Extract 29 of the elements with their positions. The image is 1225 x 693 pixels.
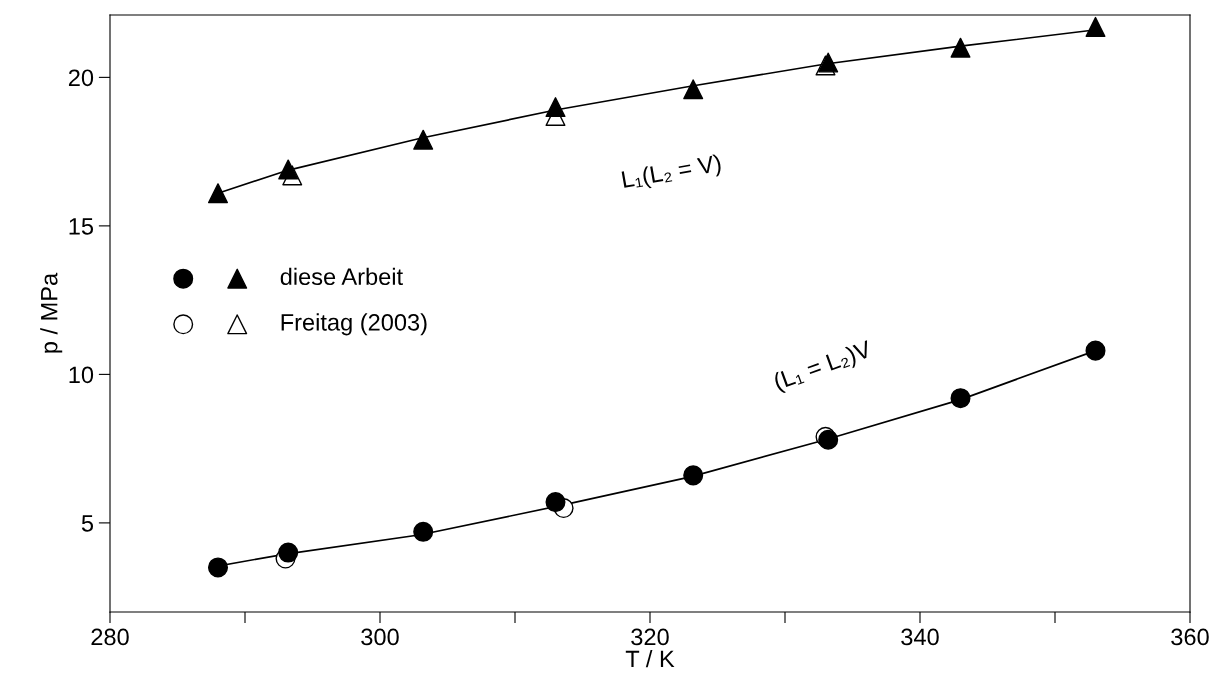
point <box>1085 16 1106 37</box>
x-tick-label: 280 <box>91 628 129 646</box>
x-tick-label: 340 <box>901 628 939 646</box>
point <box>683 465 704 486</box>
point <box>545 97 566 118</box>
point <box>278 159 299 180</box>
point <box>950 37 971 58</box>
x-tick-label: 360 <box>1171 628 1209 646</box>
point <box>413 521 434 542</box>
annotation: (L₁ = L₂)V <box>772 339 875 395</box>
point <box>1085 340 1106 361</box>
point <box>413 129 434 150</box>
x-tick-label: 300 <box>361 628 399 646</box>
y-tick-label: 20 <box>68 69 94 87</box>
y-tick-label: 5 <box>81 515 94 532</box>
point <box>683 79 704 100</box>
annotation: L₁(L₂ = V) <box>621 153 723 193</box>
x-tick-label: 320 <box>631 628 669 646</box>
point <box>207 183 229 204</box>
point <box>278 542 299 563</box>
legend-label: diese Arbeit <box>280 267 403 286</box>
y-tick-label: 10 <box>69 366 94 384</box>
y-tick-label: 15 <box>69 218 94 235</box>
y-axis-title: p / MPa <box>40 272 63 353</box>
legend-label: Freitag (2003) <box>281 313 427 336</box>
x-axis-title: T / K <box>625 649 675 668</box>
point <box>207 557 229 578</box>
point <box>950 388 971 409</box>
point <box>545 492 566 513</box>
